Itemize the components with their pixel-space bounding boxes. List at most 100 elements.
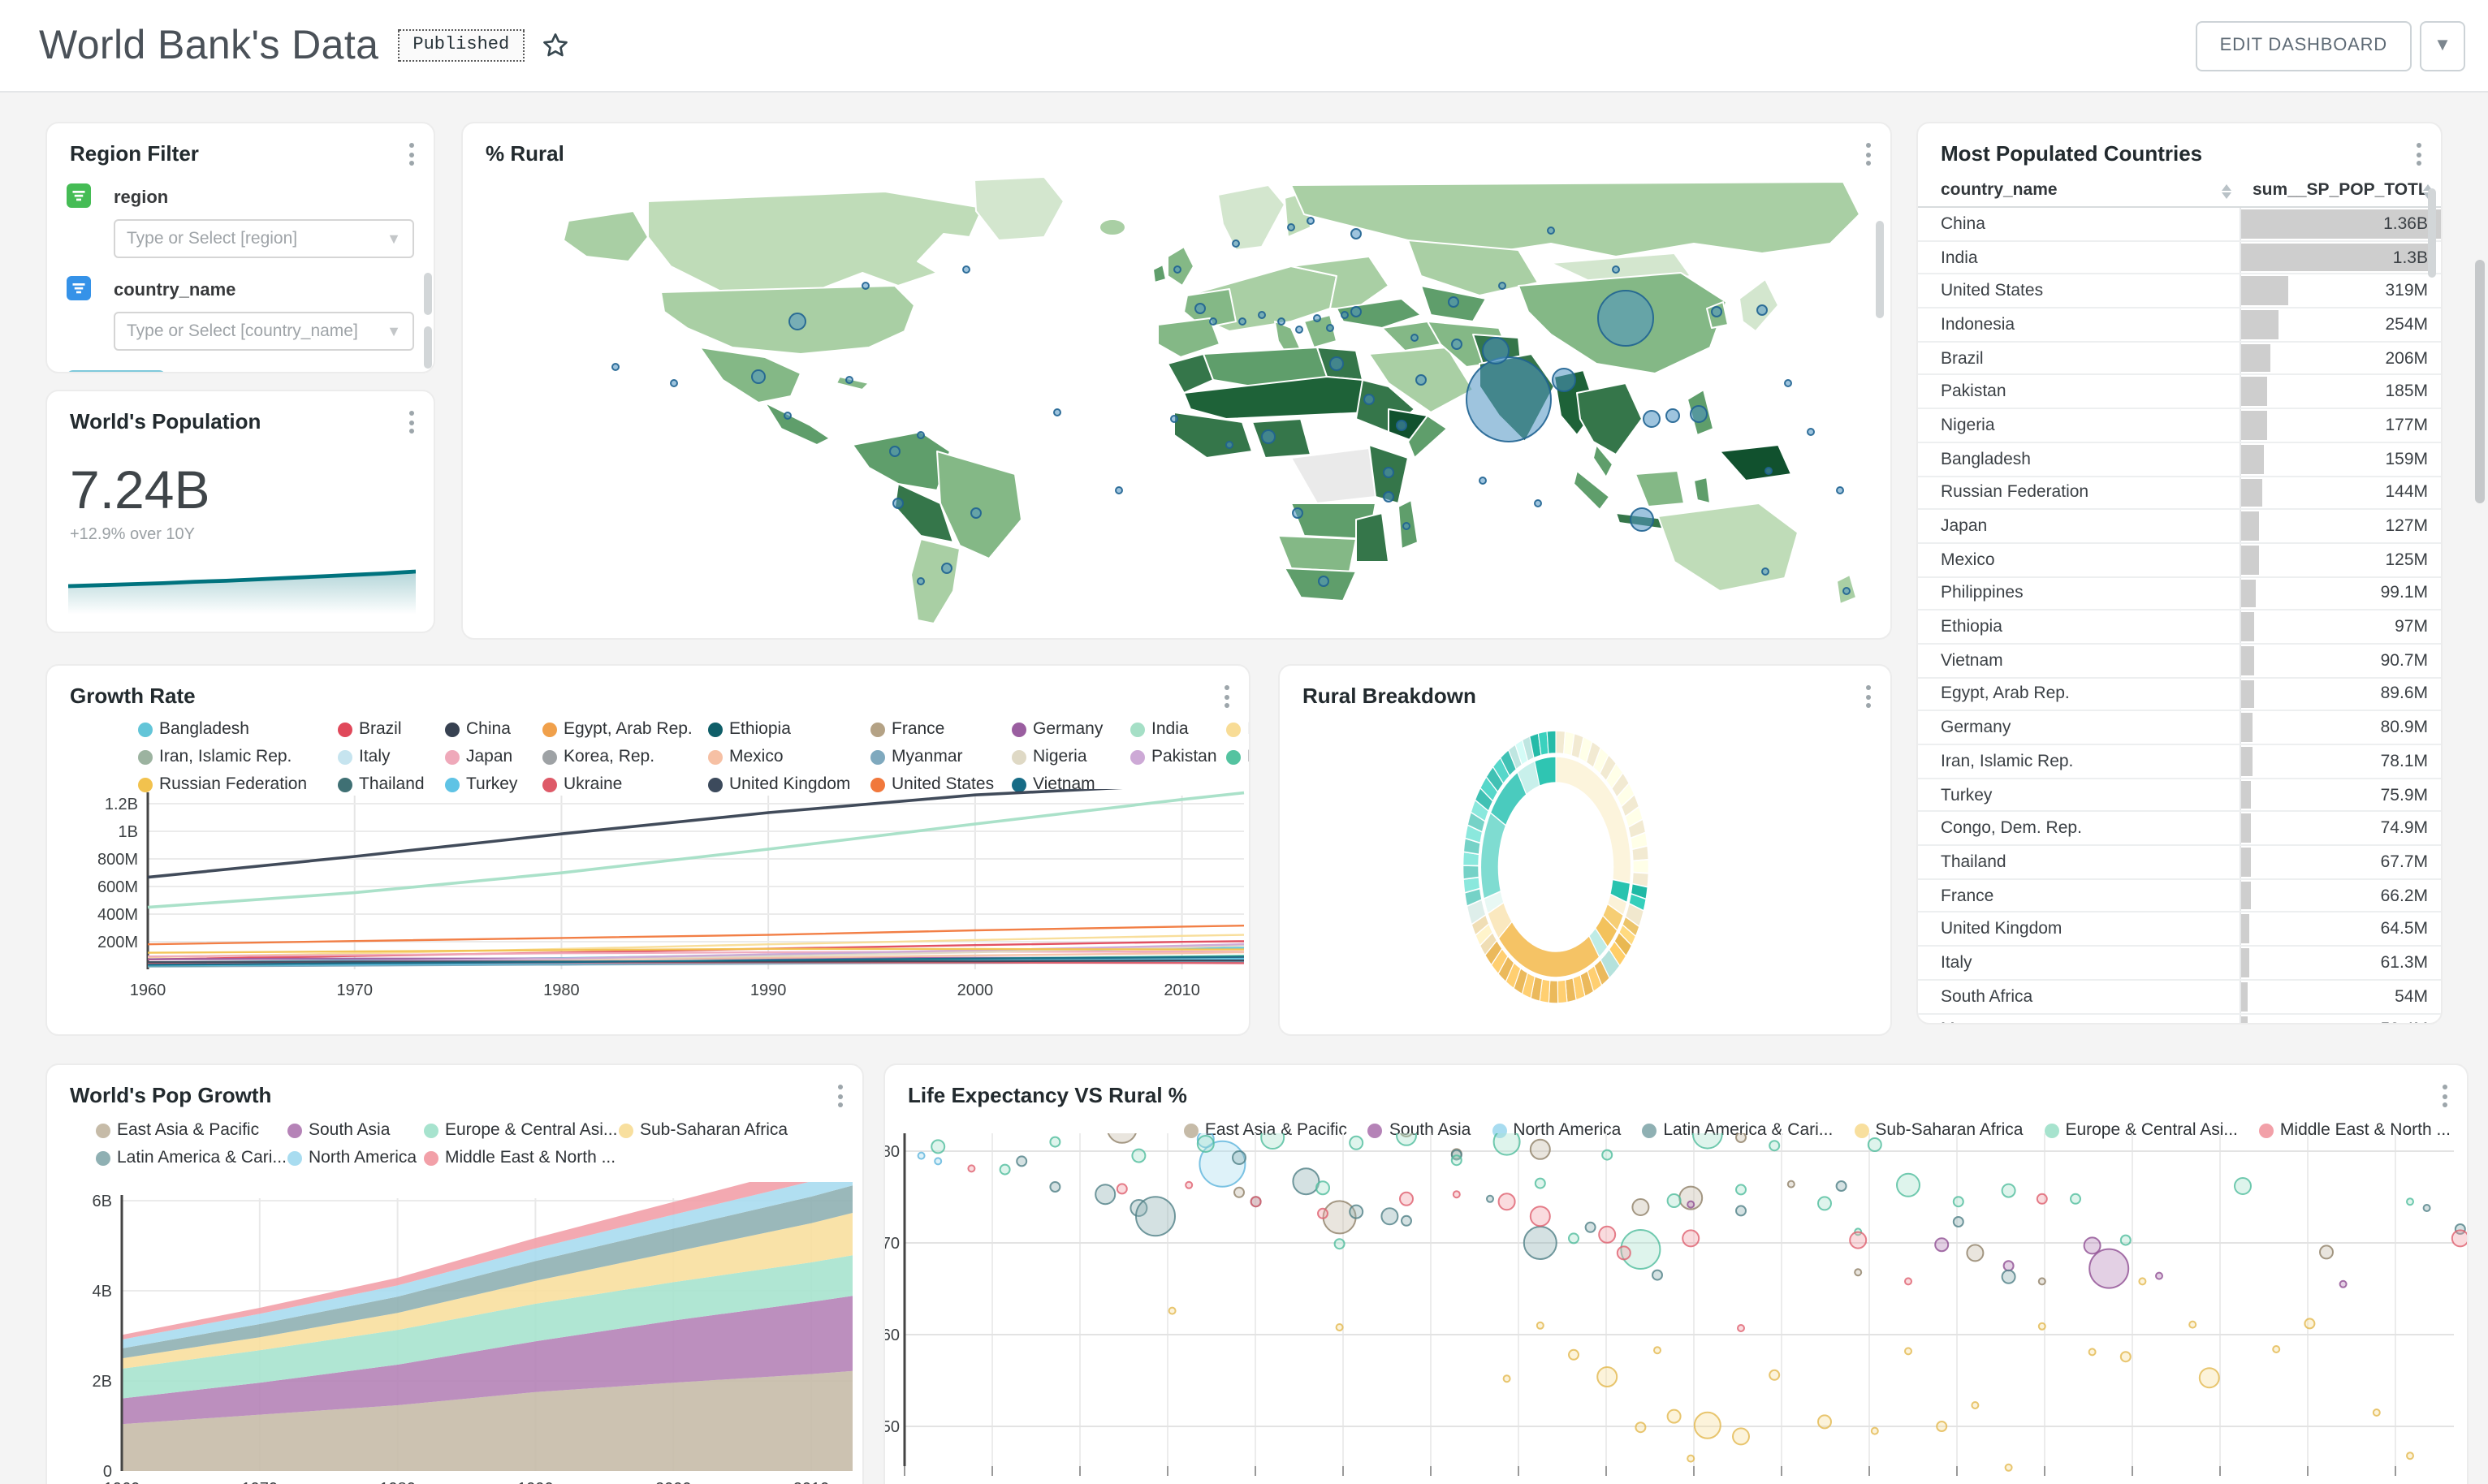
edit-dashboard-button[interactable]: EDIT DASHBOARD xyxy=(2195,20,2412,71)
legend-item[interactable]: Thailand xyxy=(338,774,445,794)
map-city-bubble[interactable] xyxy=(917,577,925,585)
pop-growth-area-chart[interactable]: 0 2B 4B 6B 1960 1970 1980 1990 2000 2010 xyxy=(47,1182,864,1484)
map-city-bubble[interactable] xyxy=(1350,306,1362,317)
map-city-bubble[interactable] xyxy=(1326,324,1334,332)
map-city-bubble[interactable] xyxy=(1350,228,1362,239)
legend-item[interactable]: Nigeria xyxy=(1012,747,1130,766)
map-city-bubble[interactable] xyxy=(1194,303,1206,314)
scatter-bubble[interactable] xyxy=(2304,1318,2316,1330)
scatter-bubble[interactable] xyxy=(2234,1177,2252,1195)
map-city-bubble[interactable] xyxy=(1053,408,1061,416)
scatter-bubble[interactable] xyxy=(1492,1133,1521,1156)
scatter-bubble[interactable] xyxy=(1568,1348,1579,1361)
scatter-bubble[interactable] xyxy=(1196,1135,1215,1153)
scatter-bubble[interactable] xyxy=(2198,1367,2220,1389)
table-row[interactable]: France 66.2M xyxy=(1918,878,2441,913)
scatter-bubble[interactable] xyxy=(1682,1229,1700,1248)
legend-item[interactable]: Myanmar xyxy=(870,747,1012,766)
table-row[interactable]: China 1.36B xyxy=(1918,207,2441,242)
table-row[interactable]: Mexico 125M xyxy=(1918,542,2441,578)
scatter-bubble[interactable] xyxy=(2037,1277,2046,1286)
legend-item[interactable]: Philippines xyxy=(1226,747,1249,766)
map-city-bubble[interactable] xyxy=(1238,317,1246,326)
scatter-bubble[interactable] xyxy=(934,1157,943,1166)
scatter-bubble[interactable] xyxy=(1936,1421,1948,1432)
legend-item[interactable]: Indonesia xyxy=(1226,719,1249,739)
table-row[interactable]: Pakistan 185M xyxy=(1918,374,2441,410)
legend-item[interactable]: India xyxy=(1130,719,1226,739)
sunburst-segment[interactable] xyxy=(1462,865,1479,880)
kebab-menu-icon[interactable] xyxy=(835,1081,846,1111)
legend-item[interactable]: Ukraine xyxy=(542,774,708,794)
scatter-bubble[interactable] xyxy=(1835,1180,1847,1192)
map-city-bubble[interactable] xyxy=(751,369,766,384)
scatter-bubble[interactable] xyxy=(1168,1306,1177,1315)
table-row[interactable]: Russian Federation 144M xyxy=(1918,476,2441,511)
table-row[interactable]: Germany 80.9M xyxy=(1918,710,2441,745)
map-city-bubble[interactable] xyxy=(1547,226,1555,235)
legend-item[interactable]: South Asia xyxy=(287,1120,424,1140)
series-line-United Kingdom[interactable] xyxy=(147,960,1244,964)
sunburst-segment[interactable] xyxy=(1632,858,1649,874)
legend-item[interactable]: Europe & Central Asi... xyxy=(2044,1120,2238,1140)
map-city-bubble[interactable] xyxy=(1209,317,1217,326)
legend-item[interactable]: East Asia & Pacific xyxy=(1183,1120,1347,1140)
scatter-bubble[interactable] xyxy=(2138,1277,2147,1286)
map-city-bubble[interactable] xyxy=(1277,317,1285,326)
scatter-bubble[interactable] xyxy=(1786,1180,1795,1188)
legend-item[interactable]: Italy xyxy=(338,747,445,766)
scatter-bubble[interactable] xyxy=(1401,1214,1412,1227)
table-row[interactable]: Ethiopia 97M xyxy=(1918,610,2441,645)
scatter-bubble[interactable] xyxy=(1732,1427,1750,1446)
table-row[interactable]: Thailand 67.7M xyxy=(1918,845,2441,880)
map-city-bubble[interactable] xyxy=(1415,374,1427,386)
legend-item[interactable]: Japan xyxy=(445,747,542,766)
scatter-bubble[interactable] xyxy=(1534,1177,1546,1189)
map-city-bubble[interactable] xyxy=(1232,239,1240,248)
scatter-bubble[interactable] xyxy=(1735,1184,1747,1196)
map-city-bubble[interactable] xyxy=(1363,394,1375,405)
scatter-bubble[interactable] xyxy=(1095,1184,1117,1206)
scatter-bubble[interactable] xyxy=(2272,1345,2281,1353)
scatter-bubble[interactable] xyxy=(1601,1149,1613,1161)
scatter-bubble[interactable] xyxy=(1598,1225,1617,1244)
scrollbar-thumb[interactable] xyxy=(424,326,432,369)
scatter-bubble[interactable] xyxy=(2319,1245,2334,1260)
scatter-bubble[interactable] xyxy=(2004,1463,2013,1472)
table-row[interactable]: United Kingdom 64.5M xyxy=(1918,912,2441,947)
legend-item[interactable]: Sub-Saharan Africa xyxy=(619,1120,801,1140)
map-city-bubble[interactable] xyxy=(1313,314,1321,322)
scatter-bubble[interactable] xyxy=(1130,1199,1148,1217)
map-city-bubble[interactable] xyxy=(1383,467,1394,478)
legend-item[interactable]: Europe & Central Asi... xyxy=(424,1120,619,1140)
scatter-bubble[interactable] xyxy=(2001,1183,2016,1198)
legend-item[interactable]: North America xyxy=(287,1148,424,1167)
scatter-bubble[interactable] xyxy=(2406,1197,2414,1206)
scatter-bubble[interactable] xyxy=(1817,1196,1832,1211)
map-city-bubble[interactable] xyxy=(670,379,678,387)
map-city-bubble[interactable] xyxy=(1383,491,1394,503)
legend-item[interactable]: Latin America & Cari... xyxy=(96,1148,287,1167)
table-row[interactable]: Vietnam 90.7M xyxy=(1918,643,2441,679)
scatter-bubble[interactable] xyxy=(1486,1194,1494,1203)
scatter-bubble[interactable] xyxy=(1536,1321,1544,1330)
map-city-bubble[interactable] xyxy=(1534,499,1542,507)
scatter-bubble[interactable] xyxy=(1185,1180,1194,1189)
scatter-bubble[interactable] xyxy=(1653,1346,1661,1355)
scatter-bubble[interactable] xyxy=(1049,1181,1061,1193)
scatter-bubble[interactable] xyxy=(2037,1322,2046,1331)
scatter-bubble[interactable] xyxy=(1399,1133,1414,1137)
table-row[interactable]: Italy 61.3M xyxy=(1918,946,2441,981)
scatter-bubble[interactable] xyxy=(2036,1193,2048,1205)
legend-item[interactable]: Korea, Rep. xyxy=(542,747,708,766)
scatter-bubble[interactable] xyxy=(1399,1191,1414,1206)
scatter-bubble[interactable] xyxy=(2188,1320,2197,1329)
scatter-bubble[interactable] xyxy=(967,1164,976,1173)
map-city-bubble[interactable] xyxy=(1451,339,1462,350)
table-row[interactable]: Myanmar53.4M xyxy=(1918,1013,2441,1023)
scatter-bubble[interactable] xyxy=(1769,1140,1781,1152)
series-line-United States[interactable] xyxy=(147,925,1245,946)
legend-item[interactable]: Russian Federation xyxy=(138,774,338,794)
map-city-bubble[interactable] xyxy=(1466,356,1552,442)
table-row[interactable]: Indonesia 254M xyxy=(1918,308,2441,343)
